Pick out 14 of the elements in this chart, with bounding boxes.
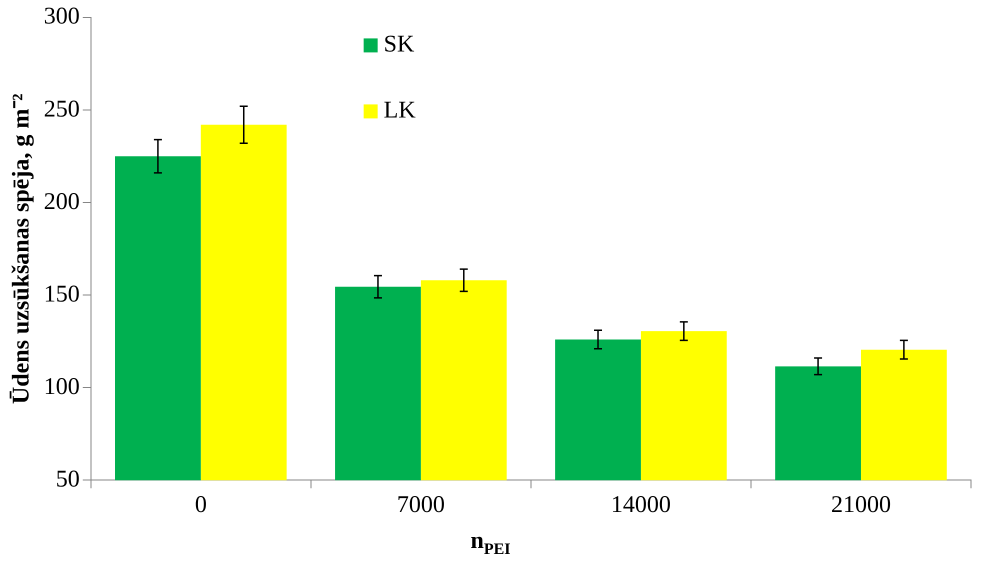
y-tick-label: 200 [44,188,80,215]
y-tick-label: 50 [56,466,80,492]
legend-label: SK [384,32,416,58]
x-tick-label: 14000 [610,492,671,518]
legend-label: LK [384,98,416,124]
x-tick-label: 7000 [396,492,445,518]
y-axis-title: Ūdens uzsūkšanas spēja, g m⁻² [8,93,35,404]
y-tick-label: 150 [44,281,80,308]
x-axis-title: n$_{PEI}$ [469,528,512,559]
x-tick-label: 0 [194,492,207,518]
y-tick-label: 250 [44,96,80,122]
y-tick-label: 300 [44,4,80,30]
x-tick-label: 21000 [830,492,891,518]
y-tick-label: 100 [44,374,80,400]
